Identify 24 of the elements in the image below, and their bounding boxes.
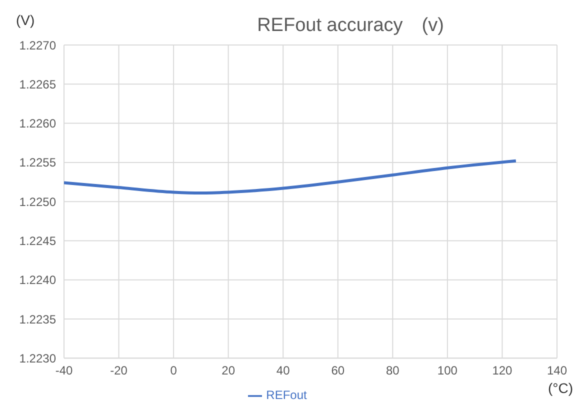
x-tick-label: 20 [222,364,236,378]
y-axis-title: (V) [16,12,35,28]
x-tick-label: 140 [546,364,568,378]
y-tick-label: 1.2245 [19,234,56,248]
legend-label: REFout [266,388,307,402]
chart-title: REFout accuracy (v) [257,15,444,36]
y-tick-label: 1.2250 [19,194,56,209]
x-tick-label: -40 [55,364,73,378]
x-tick-label: -20 [110,364,128,378]
y-tick-label: 1.2235 [19,312,56,326]
x-tick-label: 80 [386,364,400,378]
y-tick-label: 1.2260 [19,116,56,131]
x-tick-label: 120 [492,364,513,378]
x-tick-label: 60 [331,364,345,378]
x-tick-label: 100 [437,364,458,378]
x-tick-label: 40 [276,364,290,378]
y-tick-label: 1.2270 [19,38,56,52]
x-tick-label: 0 [170,364,178,378]
line-series [64,159,518,194]
y-tick-label: 1.2265 [19,77,56,92]
y-tick-label: 1.2255 [19,156,56,170]
x-axis-title: (°C) [548,380,573,396]
y-tick-label: 1.2240 [19,273,56,288]
y-tick-label: 1.2230 [19,351,56,366]
